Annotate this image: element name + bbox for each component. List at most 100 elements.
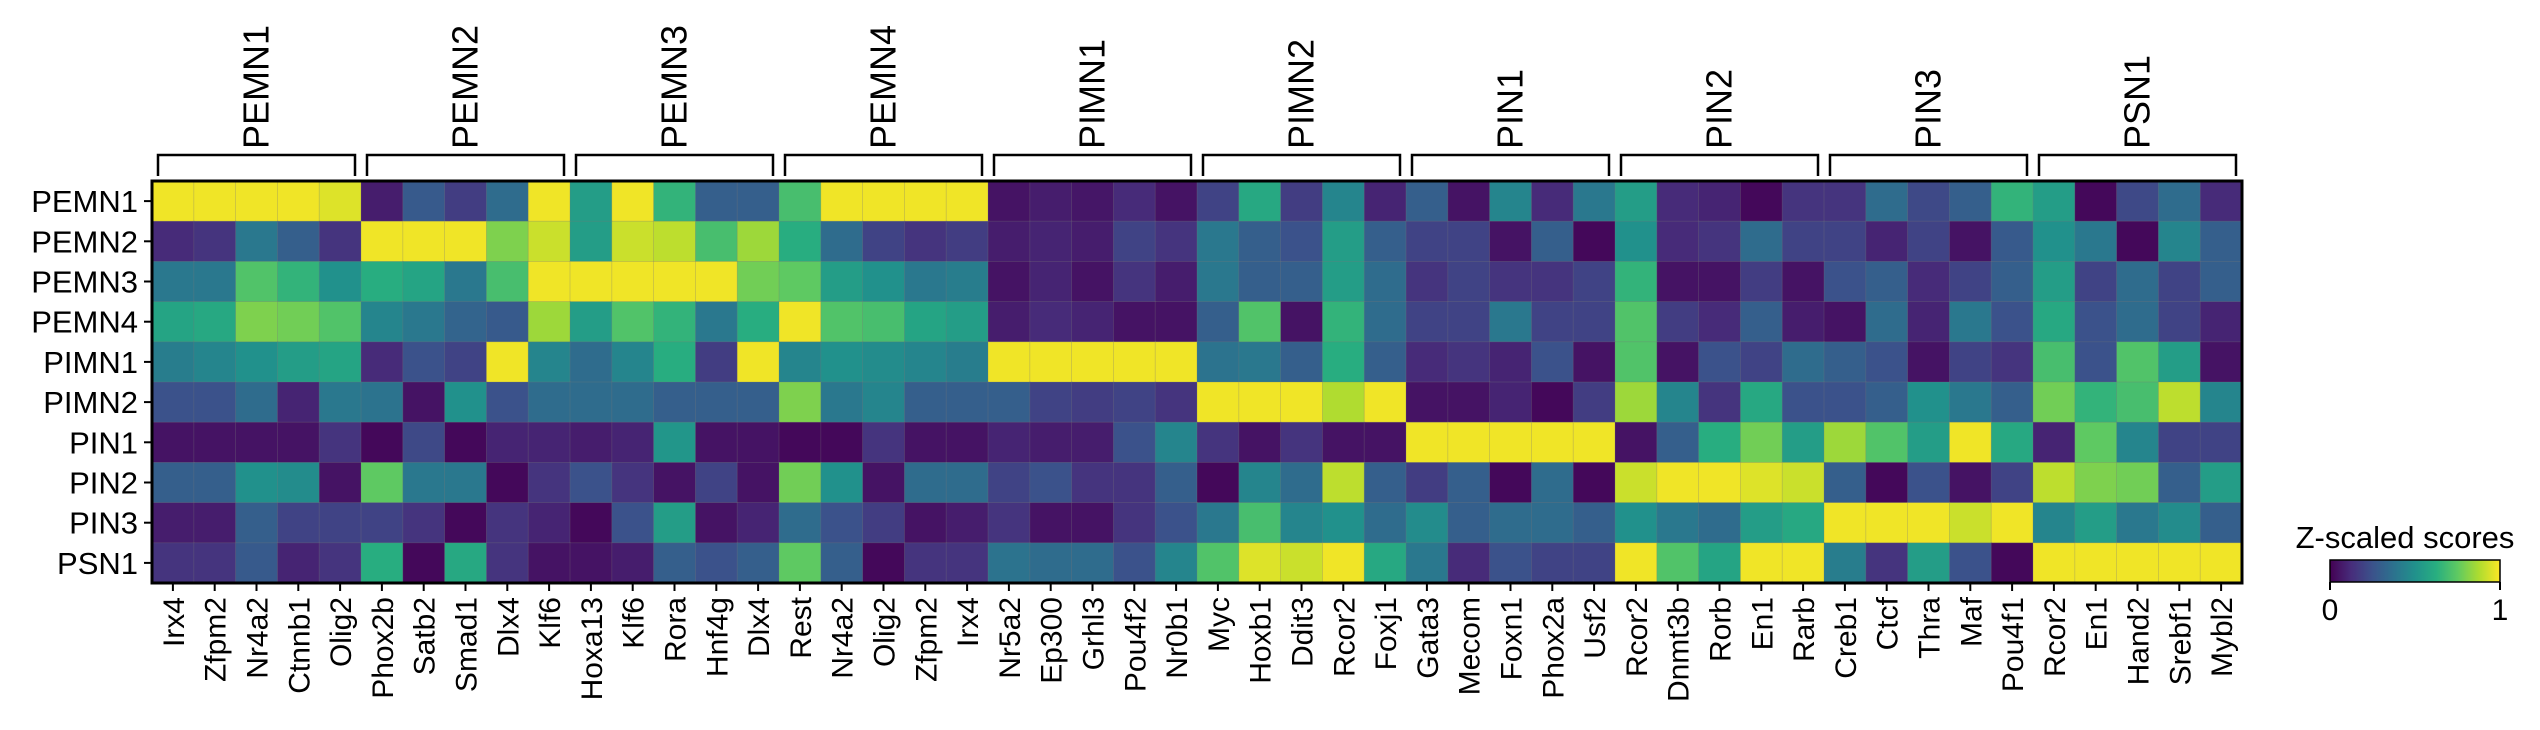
heatmap-cell [1196, 542, 1240, 584]
heatmap-cell [695, 461, 739, 504]
heatmap-cell [904, 461, 948, 504]
heatmap-cell [695, 381, 739, 424]
heatmap-cell [1029, 260, 1073, 303]
heatmap-cell [611, 461, 655, 504]
heatmap-cell [485, 542, 530, 584]
heatmap-cell [235, 341, 279, 383]
column-label: Hoxa13 [576, 597, 609, 700]
heatmap-cell [611, 301, 655, 343]
heatmap-cell [2032, 260, 2076, 303]
heatmap-cell [2074, 260, 2118, 303]
heatmap-cell [1531, 220, 1575, 263]
heatmap-cell [276, 180, 321, 223]
heatmap-cell [1405, 421, 1449, 464]
heatmap-cell [1907, 461, 1951, 504]
heatmap-cell [235, 220, 279, 263]
heatmap-cell [2116, 421, 2160, 464]
column-label: Hnf4g [701, 597, 734, 677]
heatmap-cell [1154, 502, 1198, 544]
column-label: Hand2 [2123, 597, 2156, 685]
heatmap-cell [820, 301, 864, 343]
heatmap-cell [1531, 542, 1575, 584]
heatmap-cell [2032, 381, 2076, 424]
heatmap-cell [235, 260, 279, 303]
heatmap-cell [1865, 461, 1909, 504]
heatmap-cell [485, 502, 530, 544]
heatmap-frame [150, 179, 2244, 585]
heatmap-cell [1363, 421, 1407, 464]
column-label: Phox2a [1537, 597, 1570, 699]
heatmap-cell [1698, 421, 1742, 464]
heatmap-cell [736, 502, 781, 544]
heatmap-cell [276, 461, 321, 504]
heatmap-cell [151, 461, 195, 504]
heatmap-cell [527, 180, 572, 223]
heatmap-cell [1196, 301, 1240, 343]
heatmap-cell [1781, 502, 1825, 544]
heatmap-cell [1447, 381, 1491, 424]
heatmap-cell [235, 180, 279, 223]
heatmap-cell [1405, 301, 1449, 343]
heatmap-cell [1238, 220, 1282, 263]
heatmap-cell [569, 502, 613, 544]
heatmap-cell [1698, 341, 1742, 383]
heatmap-cell [2116, 381, 2160, 424]
heatmap-cell [485, 341, 530, 383]
heatmap-cell [1572, 542, 1616, 584]
column-label: Satb2 [409, 597, 442, 675]
heatmap-cell [360, 421, 404, 464]
heatmap-cell [527, 461, 572, 504]
heatmap-cell [1322, 301, 1366, 343]
heatmap-cell [1907, 220, 1951, 263]
heatmap-cell [1990, 461, 2034, 504]
heatmap-cell [1823, 502, 1867, 544]
heatmap-cell [2157, 301, 2202, 343]
heatmap-cell [695, 220, 739, 263]
heatmap-cell [1447, 341, 1491, 383]
heatmap-cell [945, 341, 990, 383]
heatmap-cell [695, 542, 739, 584]
heatmap-cell [1238, 381, 1282, 424]
heatmap-cell [1405, 180, 1449, 223]
group-bracket [574, 153, 775, 176]
heatmap-cell [1740, 502, 1784, 544]
heatmap-cell [1865, 542, 1909, 584]
heatmap-cell [987, 341, 1031, 383]
column-label: Thra [1914, 597, 1947, 659]
heatmap-cell [1990, 260, 2034, 303]
heatmap-cell [904, 421, 948, 464]
heatmap-cell [1865, 260, 1909, 303]
heatmap-cell [736, 260, 781, 303]
heatmap-cell [611, 180, 655, 223]
group-bracket [156, 153, 357, 176]
group-label: PIN2 [1699, 69, 1740, 149]
group-label: PEMN3 [654, 25, 695, 149]
heatmap-cell [485, 301, 530, 343]
heatmap-cell [193, 301, 237, 343]
heatmap-cell [1154, 341, 1198, 383]
heatmap-cell [1740, 220, 1784, 263]
column-label: Foxj1 [1370, 597, 1403, 670]
heatmap-cell [193, 220, 237, 263]
heatmap-cell [569, 381, 613, 424]
heatmap-cell [1196, 220, 1240, 263]
heatmap-cell [360, 341, 404, 383]
heatmap-cell [1614, 220, 1658, 263]
group-bracket [2037, 153, 2238, 176]
heatmap-cell [778, 421, 822, 464]
heatmap-cell [1990, 341, 2034, 383]
heatmap-cell [1865, 341, 1909, 383]
heatmap-cell [193, 341, 237, 383]
heatmap-cell [1823, 381, 1867, 424]
heatmap-cell [1071, 461, 1115, 504]
group-bracket [1410, 153, 1611, 176]
heatmap-cell [1405, 461, 1449, 504]
heatmap-cells [151, 180, 2243, 584]
column-label: Rorb [1705, 597, 1738, 662]
heatmap-cell [1489, 502, 1533, 544]
column-label: Foxn1 [1496, 597, 1529, 680]
heatmap-cell [2199, 461, 2243, 504]
heatmap-cell [1572, 220, 1616, 263]
heatmap-cell [611, 220, 655, 263]
heatmap-cell [1949, 341, 1993, 383]
